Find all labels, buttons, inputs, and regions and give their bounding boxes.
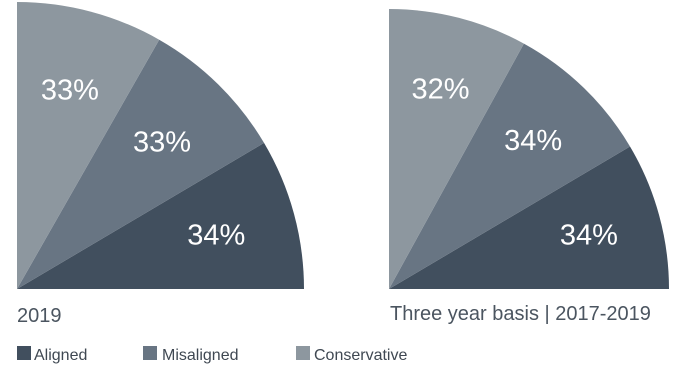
slice-label-misaligned-1: 34% xyxy=(504,125,562,157)
legend-swatch-aligned xyxy=(17,346,31,360)
slice-aligned-0 xyxy=(17,142,304,289)
slice-conservative-1 xyxy=(389,9,524,289)
chart-caption-2019: 2019 xyxy=(17,305,62,327)
slice-misaligned-1 xyxy=(389,43,631,290)
slice-misaligned-0 xyxy=(17,39,265,289)
slice-aligned-1 xyxy=(389,146,669,289)
legend-swatch-misaligned xyxy=(143,346,157,360)
chart-2019: 34% 33% 33% xyxy=(17,2,304,289)
slice-label-conservative-1: 32% xyxy=(412,73,470,105)
slice-conservative-0 xyxy=(17,2,160,289)
slice-label-aligned-0: 34% xyxy=(187,219,245,251)
chart-caption-three-year: Three year basis | 2017-2019 xyxy=(390,303,651,325)
legend-label-misaligned: Misaligned xyxy=(162,347,238,364)
slice-label-conservative-0: 33% xyxy=(41,74,99,106)
slice-label-misaligned-0: 33% xyxy=(133,127,191,159)
chart-three-year-basis: 34% 34% 32% xyxy=(389,9,669,290)
legend: Aligned Misaligned Conservative xyxy=(17,346,407,364)
legend-label-conservative: Conservative xyxy=(314,347,407,364)
legend-label-aligned: Aligned xyxy=(34,347,87,364)
legend-swatch-conservative xyxy=(296,346,310,360)
slice-label-aligned-1: 34% xyxy=(560,219,618,251)
